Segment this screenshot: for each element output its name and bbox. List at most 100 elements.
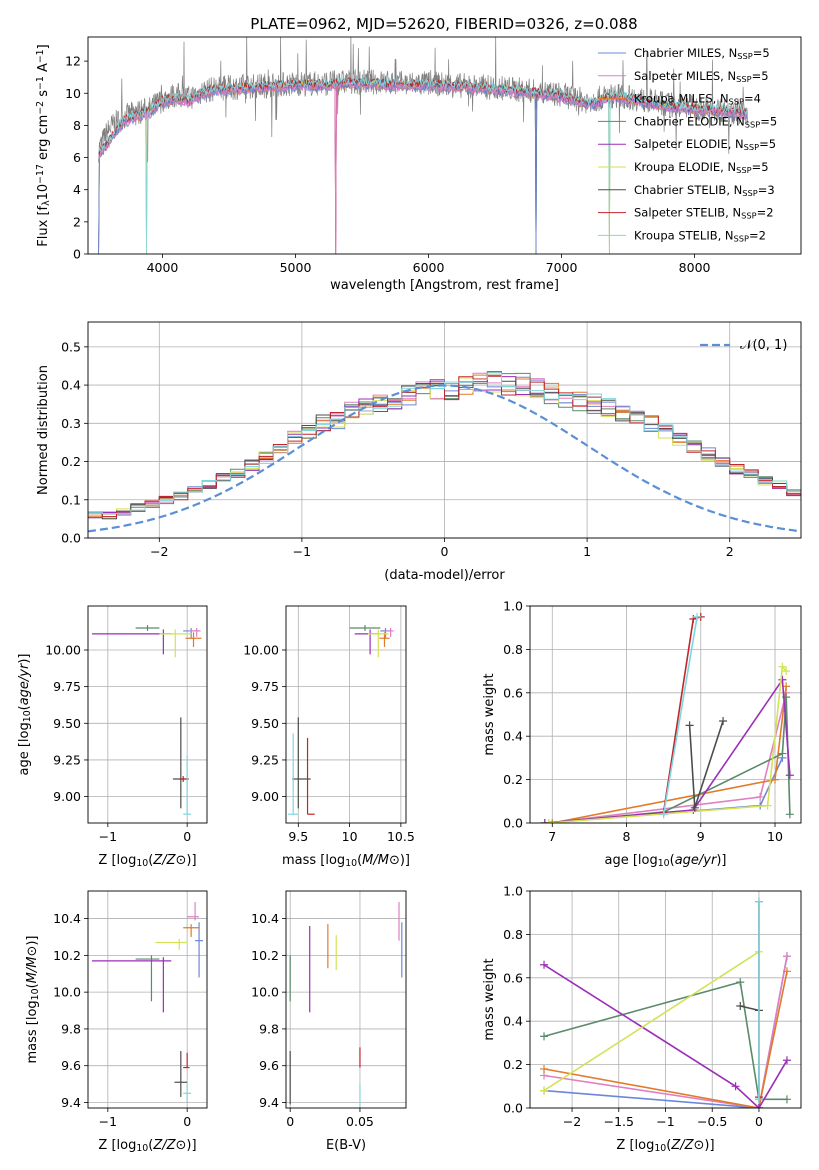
y-tick-label: 9.00 [251,789,279,804]
weight-marker-4 [782,1056,791,1065]
y-tick-label: 9.25 [53,752,81,767]
weight-line-3 [544,697,791,823]
weight-marker-4 [540,819,549,823]
y-tick-label: 4 [73,182,81,197]
y-tick-label: 9.50 [53,716,81,731]
weight-line-2 [543,971,788,1108]
x-axis-label: wavelength [Angstrom, rest frame] [330,278,559,293]
y-tick-label: 6 [73,150,81,165]
y-tick-label: 0.2 [503,772,523,787]
x-tick-label: 0 [441,544,449,559]
weight-vs-Z-clip [540,897,791,1108]
y-tick-label: 0.0 [61,531,81,546]
x-tick-label: 5000 [280,260,312,275]
weight-line-5 [548,664,787,823]
weight-marker-5 [544,819,553,823]
panel-spectrum: 4000 5000 6000 7000 8000 0 2 4 6 8 10 12 wavelength … [35,36,802,293]
x-tick-label: −0.5 [697,1114,727,1129]
y-tick-label: 9.75 [251,679,279,694]
weight-line-1 [543,955,788,1108]
spectrum-clip [98,37,748,254]
weight-marker-8 [754,897,763,906]
legend-label: Kroupa MILES, NSSP=4 [634,92,761,107]
x-axis-label: E(B-V) [326,1138,366,1153]
y-tick-label: 0.1 [61,492,81,507]
weight-marker-8 [693,612,702,621]
y-tick-label: 0.8 [503,927,523,942]
y-axis-label: mass weight [482,673,497,755]
weight-marker-5 [782,667,791,676]
x-tick-label: 6000 [413,260,445,275]
y-tick-label: 0.4 [61,378,81,393]
weight-line-4 [543,964,788,1108]
x-tick-label: 9 [697,829,705,844]
x-tick-label: 0 [183,1114,191,1129]
weight-line-3 [543,981,787,1101]
y-tick-label: 0.2 [503,1057,523,1072]
legend-label: Chabrier MILES, NSSP=5 [634,46,770,61]
y-tick-label: 10.2 [53,948,81,963]
y-tick-label: 9.4 [61,1095,81,1110]
y-tick-label: 0.4 [503,729,523,744]
weight-marker-6 [719,717,728,726]
x-axis-label: Z [log10(Z/Z⊙)] [616,1138,714,1154]
y-tick-label: 9.8 [61,1021,81,1036]
y-axis-label: mass weight [482,958,497,1040]
x-tick-label: −2 [563,1114,581,1129]
legend-label: Kroupa STELIB, NSSP=2 [634,228,766,243]
mass-vs-Z-clip [91,902,204,1103]
x-tick-label: 1 [583,544,591,559]
x-tick-label: −1 [293,544,311,559]
y-tick-label: 9.25 [251,752,279,767]
normal-curve [88,384,799,533]
y-tick-label: 9.4 [259,1095,279,1110]
y-tick-label: 0.6 [503,685,523,700]
x-axis-label: age [log10(age/yr)] [604,853,726,869]
y-axis-label: Normed distribution [36,365,51,495]
weight-marker-4 [778,675,787,684]
y-tick-label: 0.6 [503,970,523,985]
weight-marker-8 [659,810,668,819]
weight-marker-3 [782,1095,791,1104]
weight-line-5 [543,951,760,1092]
y-tick-label: 9.6 [61,1058,81,1073]
residual-histogram-8 [88,372,801,520]
weight-marker-6 [736,1002,745,1011]
residual-histogram-1 [88,372,801,522]
axes-frame [87,605,208,824]
x-axis-label: mass [log10(M/M⊙)] [282,853,410,869]
y-axis-label: age [log10(age/yr)] [17,653,33,775]
x-tick-label: −1.5 [604,1114,634,1129]
y-tick-label: 9.00 [53,789,81,804]
weight-marker-1 [782,952,791,961]
panel-weight-vs-Z: −2 −1.5 −1 −0.5 0 0.0 0.2 0.4 0.6 0.8 1.0 Z [log10(… [482,884,802,1154]
axes-frame [285,605,407,824]
weight-marker-4 [731,1082,740,1091]
weight-marker-3 [540,1032,549,1041]
legend: Chabrier MILES, NSSP=5 Salpeter MILES, NS… [598,46,777,243]
x-tick-label: 0.05 [346,1114,374,1129]
weight-marker-1 [756,792,765,801]
model-spectrum-8 [98,76,748,254]
model-spectrum-1 [98,80,748,254]
y-tick-label: 0.3 [61,416,81,431]
panel-mass-vs-Z: −1 0 9.4 9.6 9.8 10.0 10.2 10.4 Z [log10(Z/Z⊙)] m… [25,890,208,1154]
weight-marker-4 [785,771,794,780]
y-tick-label: 10.0 [251,985,279,1000]
panel-mass-vs-EBV: 0 0.05 9.4 9.6 9.8 10.0 10.2 10.4 E(B-V) [251,890,407,1153]
x-tick-label: 9.5 [288,829,308,844]
legend-label: Salpeter MILES, NSSP=5 [634,69,769,84]
axes-frame [529,605,802,824]
axes-frame [87,890,208,1109]
x-tick-label: −1 [656,1114,674,1129]
x-tick-label: 7 [548,829,556,844]
weight-line-6 [688,720,724,809]
weight-marker-6 [685,721,694,730]
legend-label: 𝒩(0, 1) [740,338,787,353]
x-tick-label: −2 [150,544,168,559]
y-tick-label: 0.0 [503,816,523,831]
y-tick-label: 10.2 [251,948,279,963]
y-axis-label: Flux [fλ10−17 erg cm−2 s−1 A−1] [35,44,52,246]
y-tick-label: 10.00 [243,642,279,657]
weight-marker-5 [763,801,772,810]
